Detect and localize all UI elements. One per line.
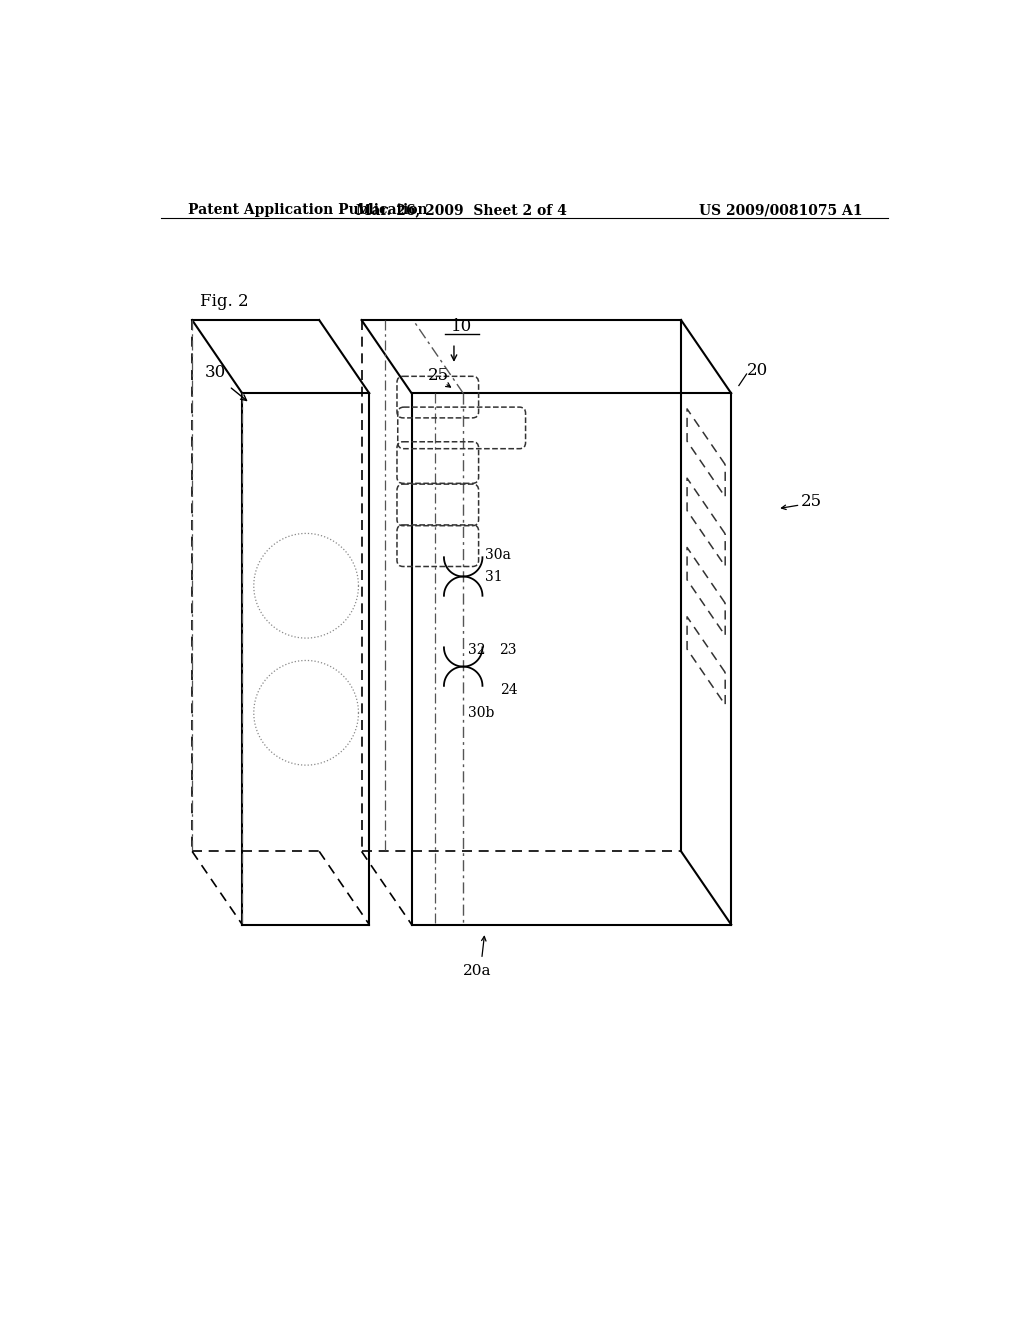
Text: US 2009/0081075 A1: US 2009/0081075 A1 [698, 203, 862, 216]
Text: Mar. 26, 2009  Sheet 2 of 4: Mar. 26, 2009 Sheet 2 of 4 [356, 203, 567, 216]
Text: 25: 25 [801, 492, 821, 510]
Text: Patent Application Publication: Patent Application Publication [188, 203, 428, 216]
Text: 30b: 30b [468, 706, 495, 719]
Text: 20: 20 [746, 362, 768, 379]
Text: 25: 25 [428, 367, 450, 384]
Text: 23: 23 [499, 643, 516, 656]
Text: Fig. 2: Fig. 2 [200, 293, 249, 310]
Text: 10: 10 [451, 318, 472, 335]
Text: 24: 24 [500, 682, 518, 697]
Text: 30: 30 [205, 364, 226, 381]
Text: 32: 32 [468, 643, 485, 656]
Text: 30a: 30a [484, 548, 511, 562]
Text: 20a: 20a [463, 964, 492, 978]
Text: 31: 31 [484, 569, 503, 583]
